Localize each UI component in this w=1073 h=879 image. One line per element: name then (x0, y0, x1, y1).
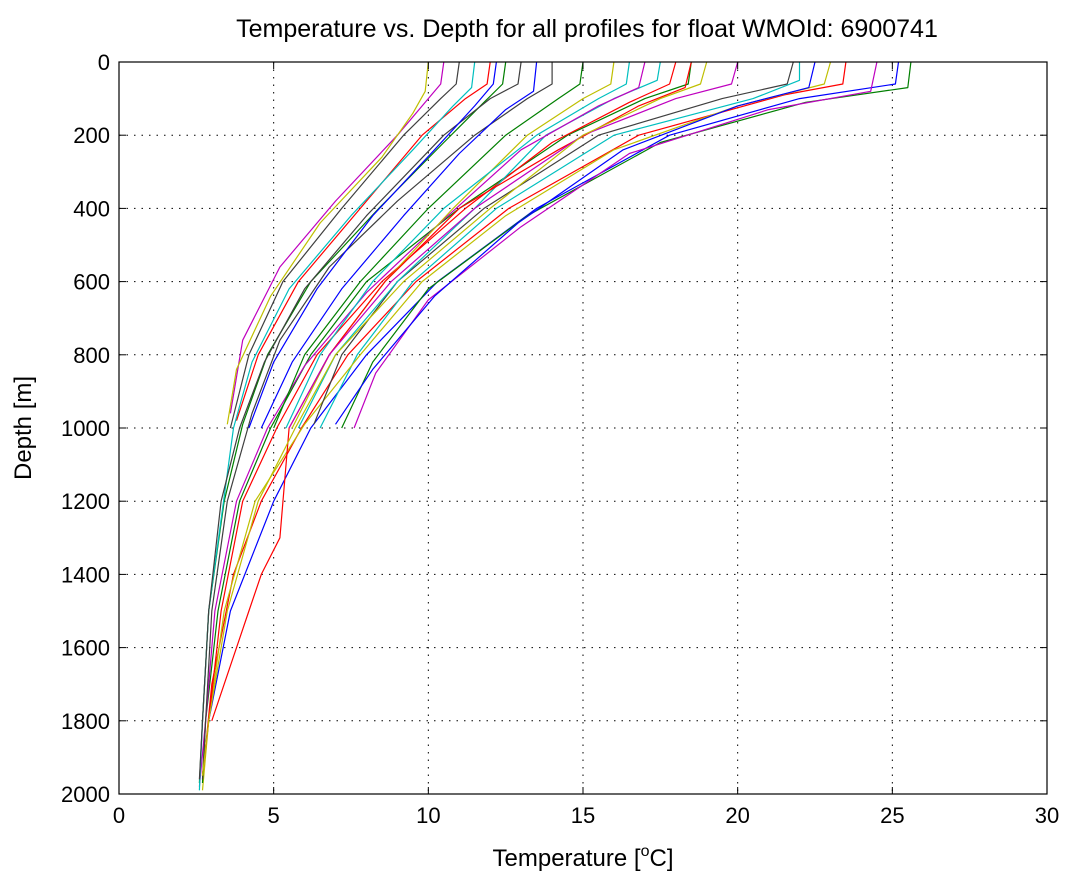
x-axis-title-main: Temperature [ (493, 845, 641, 872)
y-tick-label: 1400 (61, 562, 110, 587)
profile-line (198, 61, 646, 787)
y-tick-label: 1200 (61, 489, 110, 514)
chart-title: Temperature vs. Depth for all profiles f… (236, 15, 938, 43)
profile-line (319, 62, 801, 429)
series-layer (198, 61, 912, 791)
profile-line (201, 61, 692, 784)
y-tick-label: 1000 (61, 416, 110, 441)
profile-line (198, 61, 522, 780)
profile-line (248, 61, 497, 429)
profile-line (335, 61, 816, 425)
x-axis-title: Temperature [oC] (493, 843, 674, 872)
profile-line (201, 62, 553, 780)
profile-line (288, 61, 739, 429)
profile-line (297, 61, 661, 429)
x-tick-label: 5 (268, 803, 280, 828)
profile-line (273, 61, 584, 429)
x-tick-label: 20 (725, 803, 749, 828)
y-tick-label: 1600 (61, 636, 110, 661)
profile-line (313, 61, 794, 425)
profile-line (226, 61, 429, 425)
x-tick-labels: 0 5 10 15 20 25 30 (113, 803, 1059, 828)
profile-line (229, 61, 445, 414)
x-tick-label: 25 (880, 803, 904, 828)
profile-line (201, 61, 900, 776)
profile-line (229, 61, 460, 429)
y-tick-labels: 0 200 400 600 800 1000 1200 1400 1600 1800 2000 (61, 50, 110, 807)
tick-marks (118, 61, 1048, 795)
x-axis-title-end: C] (649, 845, 673, 872)
y-tick-label: 0 (98, 50, 110, 75)
profile-line (341, 61, 912, 429)
y-tick-label: 200 (73, 123, 110, 148)
y-tick-label: 1800 (61, 709, 110, 734)
profile-line (211, 61, 692, 721)
y-axis-title: Depth [m] (10, 376, 37, 480)
x-tick-label: 15 (571, 803, 595, 828)
profile-line (260, 61, 538, 429)
profile-line (353, 61, 878, 429)
x-axis-title-superscript: o (641, 843, 650, 860)
x-tick-label: 30 (1035, 803, 1059, 828)
profile-line (285, 61, 630, 429)
x-tick-label: 10 (416, 803, 440, 828)
y-tick-label: 800 (73, 343, 110, 368)
y-tick-label: 600 (73, 270, 110, 295)
gridlines (119, 62, 1047, 794)
y-tick-label: 400 (73, 196, 110, 221)
profile-line (201, 61, 677, 776)
y-tick-label: 2000 (61, 782, 110, 807)
x-tick-label: 0 (113, 803, 125, 828)
profile-line (201, 61, 708, 776)
profile-line (235, 61, 491, 421)
